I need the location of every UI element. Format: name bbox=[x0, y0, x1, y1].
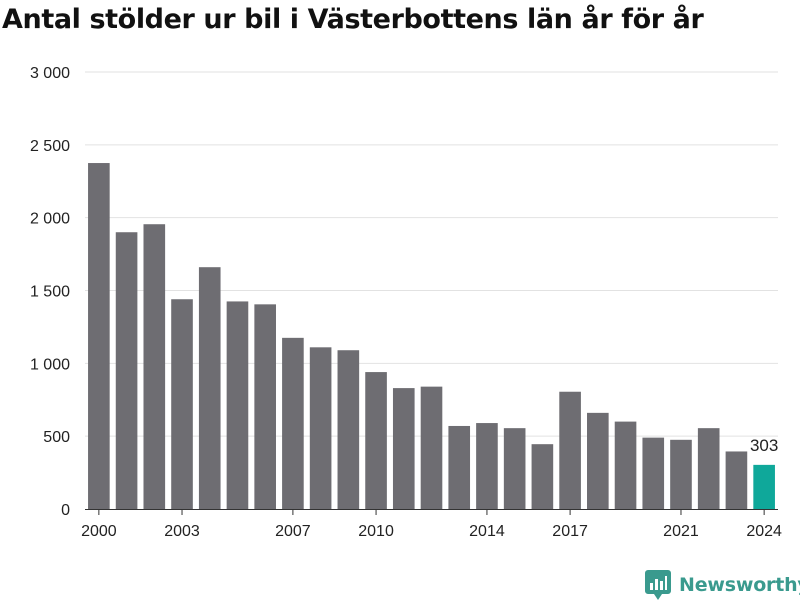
bar bbox=[642, 437, 665, 509]
bar bbox=[670, 439, 692, 509]
bar bbox=[559, 391, 581, 509]
bar bbox=[725, 451, 748, 509]
labels: 0 500 1 000 1 500 2 000 2 500 3 000 2000 2003 200… bbox=[30, 65, 782, 540]
bar-chart-logo-icon bbox=[645, 570, 671, 600]
bar-highlight bbox=[753, 464, 775, 509]
brand-name: Newsworthy bbox=[679, 574, 800, 596]
x-tick-label: 2003 bbox=[164, 523, 200, 540]
bar bbox=[531, 444, 554, 509]
bar bbox=[226, 301, 249, 509]
data-label: 303 bbox=[750, 436, 778, 455]
y-tick-label: 500 bbox=[43, 429, 70, 446]
x-tick-label: 2017 bbox=[552, 523, 588, 540]
y-tick-label: 0 bbox=[61, 502, 70, 519]
y-tick-label: 3 000 bbox=[30, 65, 70, 82]
bar bbox=[365, 372, 387, 509]
bar bbox=[476, 423, 498, 509]
x-tick-label: 2014 bbox=[469, 523, 505, 540]
bar bbox=[420, 386, 443, 509]
x-tick-label: 2007 bbox=[275, 523, 311, 540]
bar bbox=[614, 421, 637, 509]
axes bbox=[85, 509, 778, 515]
bar bbox=[337, 350, 360, 509]
bars bbox=[88, 163, 775, 509]
bar bbox=[115, 232, 138, 509]
bar bbox=[392, 388, 415, 509]
y-tick-label: 2 500 bbox=[30, 138, 70, 155]
bar bbox=[309, 347, 332, 509]
bar bbox=[171, 299, 193, 509]
bar bbox=[503, 428, 526, 509]
bar bbox=[282, 337, 304, 509]
bar bbox=[587, 412, 609, 509]
bar bbox=[88, 163, 110, 509]
x-tick-label: 2021 bbox=[663, 523, 699, 540]
bar bbox=[254, 304, 276, 509]
bar bbox=[198, 267, 221, 509]
bar bbox=[448, 425, 471, 509]
chart-title: Antal stölder ur bil i Västerbottens län… bbox=[2, 4, 704, 35]
y-tick-label: 1 000 bbox=[30, 356, 70, 373]
bar bbox=[143, 224, 166, 509]
x-tick-label: 2010 bbox=[358, 523, 394, 540]
x-tick-label: 2024 bbox=[746, 523, 782, 540]
newsworthy-logo: Newsworthy bbox=[645, 570, 800, 600]
bar bbox=[697, 428, 720, 509]
y-tick-label: 2 000 bbox=[30, 211, 70, 228]
y-tick-label: 1 500 bbox=[30, 284, 70, 301]
bar-chart: 0 500 1 000 1 500 2 000 2 500 3 000 2000 2003 200… bbox=[30, 65, 782, 540]
x-tick-label: 2000 bbox=[81, 523, 117, 540]
